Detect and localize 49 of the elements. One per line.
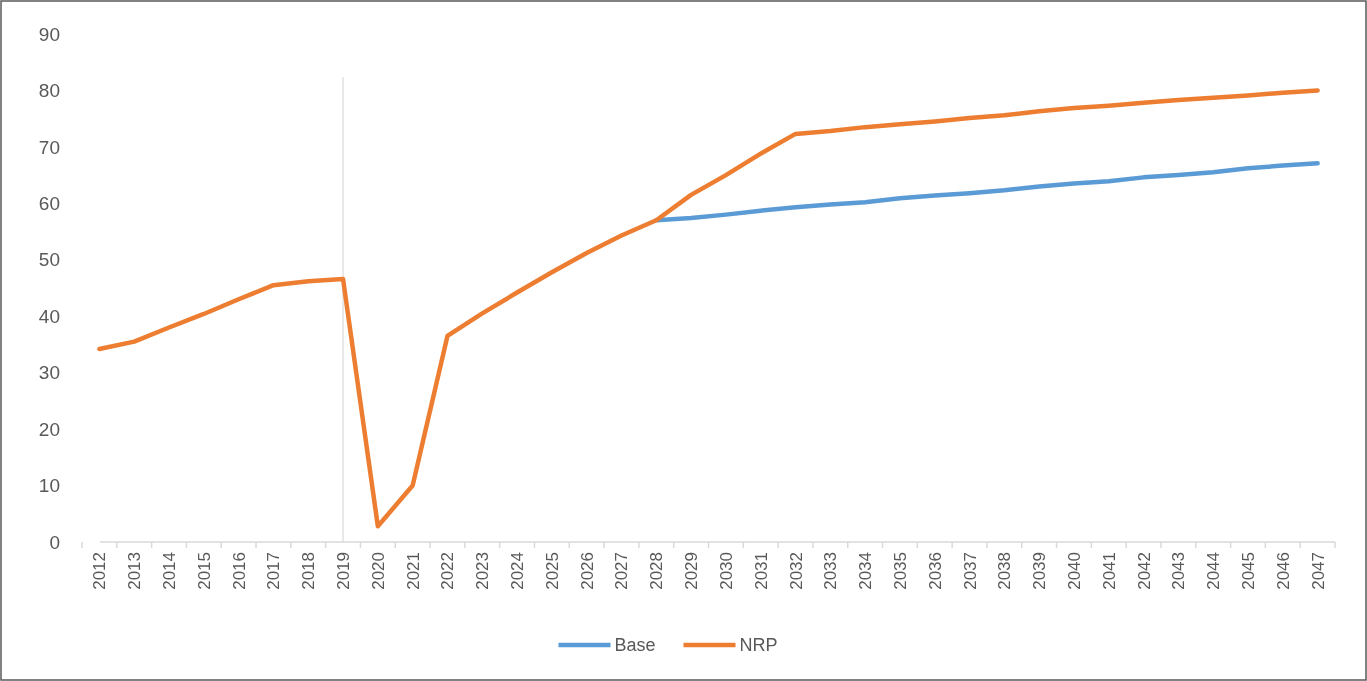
- y-tick-label: 70: [38, 136, 60, 158]
- x-tick-label: 2031: [751, 552, 771, 590]
- x-tick-label: 2016: [229, 552, 249, 590]
- x-tick-label: 2042: [1134, 552, 1154, 590]
- x-tick-label: 2037: [960, 552, 980, 590]
- x-tick-label: 2034: [856, 552, 876, 590]
- x-tick-label: 2039: [1030, 552, 1050, 590]
- x-tick-label: 2015: [194, 552, 214, 590]
- y-tick-label: 80: [38, 80, 60, 102]
- x-tick-label: 2032: [786, 552, 806, 590]
- x-tick-label: 2038: [995, 552, 1015, 590]
- y-tick-label: 90: [38, 23, 60, 45]
- y-tick-label: 20: [38, 418, 60, 440]
- legend-label: Base: [614, 635, 656, 656]
- x-tick-label: 2012: [90, 552, 110, 590]
- x-tick-label: 2041: [1099, 552, 1119, 590]
- x-tick-label: 2027: [612, 552, 632, 590]
- x-tick-label: 2028: [647, 552, 667, 590]
- x-tick-label: 2020: [368, 552, 388, 590]
- x-tick-label: 2044: [1204, 552, 1224, 590]
- x-tick-label: 2046: [1273, 552, 1293, 590]
- x-tick-label: 2021: [403, 552, 423, 590]
- x-tick-label: 2045: [1238, 552, 1258, 590]
- y-tick-label: 10: [38, 475, 60, 497]
- line-series: [97, 88, 1320, 529]
- x-tick-label: 2023: [473, 552, 493, 590]
- x-tick-label: 2022: [438, 552, 458, 590]
- x-tick-label: 2013: [125, 552, 145, 590]
- x-tick-label: 2018: [299, 552, 319, 590]
- x-tick-label: 2035: [890, 552, 910, 590]
- x-tick-label: 2030: [716, 552, 736, 590]
- x-tick-label: 2043: [1169, 552, 1189, 590]
- y-tick-label: 50: [38, 249, 60, 271]
- x-tick-label: 2019: [334, 552, 354, 590]
- y-tick-label: 60: [38, 192, 60, 214]
- x-tick-label: 2029: [682, 552, 702, 590]
- y-tick-label: 40: [38, 305, 60, 327]
- x-tick-label: 2026: [577, 552, 597, 590]
- x-tick-label: 2040: [1064, 552, 1084, 590]
- x-tick-label: 2017: [264, 552, 284, 590]
- x-tick-label: 2047: [1308, 552, 1328, 590]
- x-tick-label: 2033: [821, 552, 841, 590]
- legend-label: NRP: [739, 635, 778, 656]
- x-tick-label: 2024: [508, 552, 528, 590]
- x-tick-label: 2025: [542, 552, 562, 590]
- y-tick-label: 30: [38, 362, 60, 384]
- x-tick-label: 2036: [925, 552, 945, 590]
- x-tick-label: 2014: [160, 552, 180, 590]
- y-tick-label: 0: [49, 531, 60, 553]
